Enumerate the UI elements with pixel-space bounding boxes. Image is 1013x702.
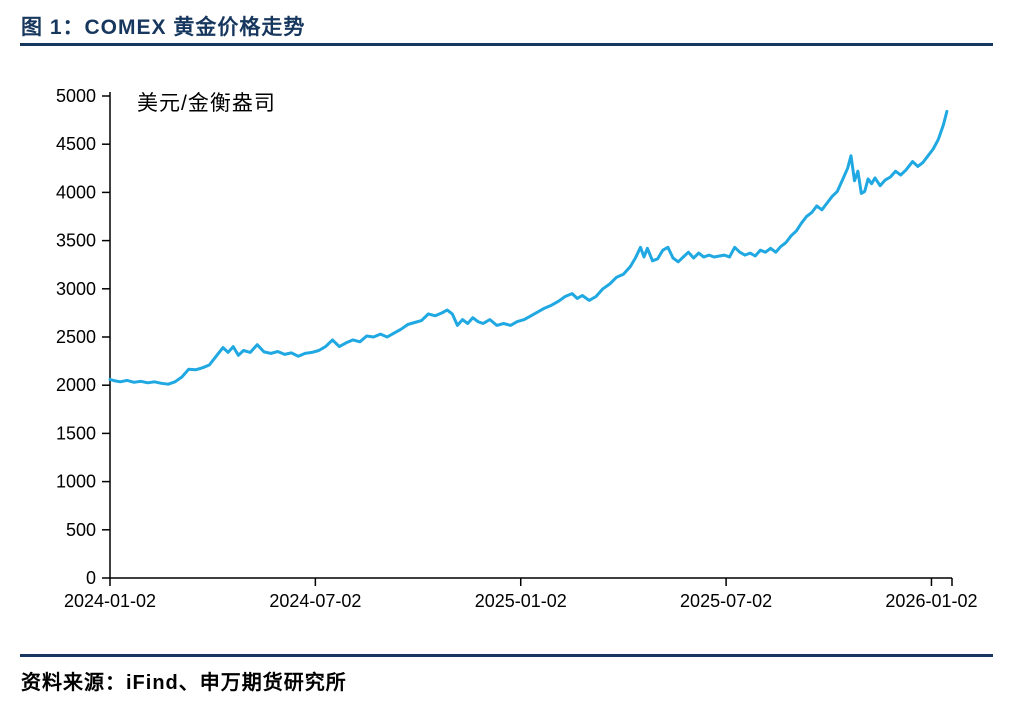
- data-source-text: 资料来源：iFind、申万期货研究所: [21, 672, 347, 694]
- x-tick-label: 2024-07-02: [269, 591, 361, 611]
- y-tick-label: 1500: [56, 423, 96, 443]
- y-tick-label: 3500: [56, 231, 96, 251]
- x-tick-label: 2024-01-02: [64, 591, 156, 611]
- y-tick-label: 4500: [56, 134, 96, 154]
- y-tick-label: 5000: [56, 86, 96, 106]
- x-tick-label: 2025-07-02: [680, 591, 772, 611]
- y-tick-label: 500: [66, 520, 96, 540]
- price-line: [108, 109, 949, 386]
- y-tick-label: 1000: [56, 472, 96, 492]
- x-tick-label: 2025-01-02: [475, 591, 567, 611]
- y-tick-label: 3000: [56, 279, 96, 299]
- y-axis-unit-label: 美元/金衡盎司: [137, 92, 276, 115]
- bottom-divider: [20, 654, 993, 657]
- y-tick-label: 4000: [56, 182, 96, 202]
- figure-title: 图 1：COMEX 黄金价格走势: [21, 16, 306, 39]
- top-divider: [20, 43, 993, 46]
- x-tick-label: 2026-01-02: [885, 591, 977, 611]
- y-tick-label: 2500: [56, 327, 96, 347]
- y-tick-label: 2000: [56, 375, 96, 395]
- gold-price-line-chart: 0 500 1000 1500 2000 2500 3000 3500 4000 4500 5000…: [56, 86, 978, 611]
- y-tick-label: 0: [86, 568, 96, 588]
